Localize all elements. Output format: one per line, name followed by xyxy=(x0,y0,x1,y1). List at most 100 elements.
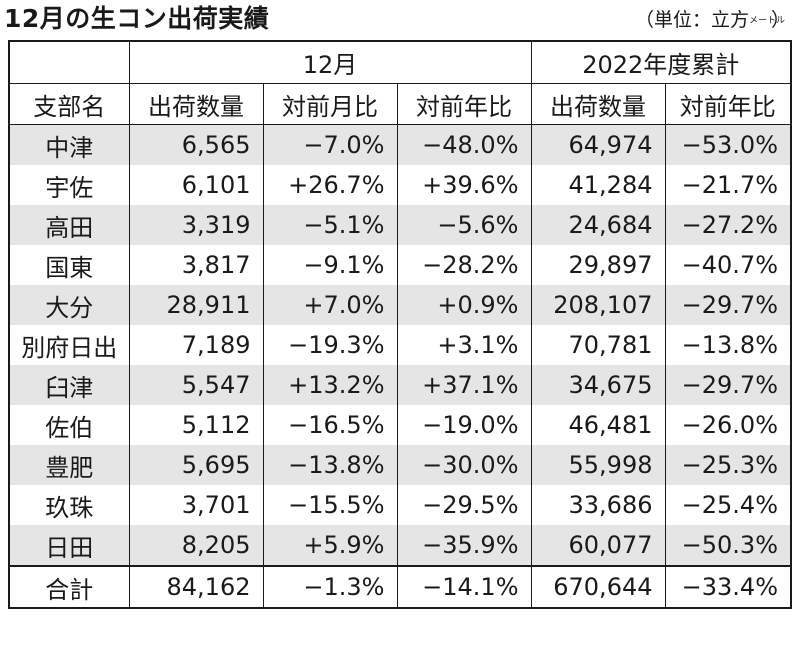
cell-month-yoy: +0.9% xyxy=(396,285,532,325)
cell-cum-volume: 33,686 xyxy=(530,485,666,525)
cell-cum-yoy: −29.7% xyxy=(664,365,792,405)
cell-cum-yoy: −26.0% xyxy=(664,405,792,445)
cell-branch: 国東 xyxy=(8,245,130,285)
total-row: 合計 84,162 −1.3% −14.1% 670,644 −33.4% xyxy=(8,565,792,609)
unit-suffix: ） xyxy=(770,9,790,31)
cell-branch: 大分 xyxy=(8,285,130,325)
cell-cum-volume: 70,781 xyxy=(530,325,666,365)
header-month-mom: 対前月比 xyxy=(262,83,398,125)
shipment-table: 12月 2022年度累計 支部名 出荷数量 対前月比 対前年比 出荷数量 対前年… xyxy=(8,40,793,609)
cell-cum-yoy: −40.7% xyxy=(664,245,792,285)
cell-cum-volume: 55,998 xyxy=(530,445,666,485)
cell-cum-volume: 64,974 xyxy=(530,124,666,165)
cell-month-yoy: −28.2% xyxy=(396,245,532,285)
table-body: 中津 6,565 −7.0% −48.0% 64,974 −53.0% 宇佐 6,101 +26… xyxy=(8,124,792,566)
cell-branch: 臼津 xyxy=(8,365,130,405)
cell-cum-yoy: −25.4% xyxy=(664,485,792,525)
cell-month-mom: −16.5% xyxy=(262,405,398,445)
cell-cum-yoy: −21.7% xyxy=(664,165,792,205)
cell-branch: 宇佐 xyxy=(8,165,130,205)
header-month-volume: 出荷数量 xyxy=(128,83,264,125)
cell-cum-yoy: −53.0% xyxy=(664,124,792,165)
cell-cum-volume: 60,077 xyxy=(530,525,666,566)
total-branch: 合計 xyxy=(8,565,130,609)
cell-month-volume: 3,701 xyxy=(128,485,264,525)
cell-month-yoy: −29.5% xyxy=(396,485,532,525)
cell-branch: 日田 xyxy=(8,525,130,566)
cell-cum-volume: 208,107 xyxy=(530,285,666,325)
cell-cum-volume: 34,675 xyxy=(530,365,666,405)
cell-cum-volume: 46,481 xyxy=(530,405,666,445)
cell-month-mom: −9.1% xyxy=(262,245,398,285)
cell-month-volume: 28,911 xyxy=(128,285,264,325)
header-cum-volume: 出荷数量 xyxy=(530,83,666,125)
table-row: 玖珠 3,701 −15.5% −29.5% 33,686 −25.4% xyxy=(8,485,792,525)
cell-month-volume: 8,205 xyxy=(128,525,264,566)
unit-prefix: （単位：立方 xyxy=(634,9,749,31)
header-group-row: 12月 2022年度累計 xyxy=(8,40,792,84)
cell-cum-yoy: −50.3% xyxy=(664,525,792,566)
cell-month-yoy: −30.0% xyxy=(396,445,532,485)
cell-month-yoy: +39.6% xyxy=(396,165,532,205)
cell-branch: 玖珠 xyxy=(8,485,130,525)
table-row: 別府日出 7,189 −19.3% +3.1% 70,781 −13.8% xyxy=(8,325,792,365)
total-cum-yoy: −33.4% xyxy=(664,565,792,609)
table-row: 宇佐 6,101 +26.7% +39.6% 41,284 −21.7% xyxy=(8,165,792,205)
cell-branch: 佐伯 xyxy=(8,405,130,445)
header-cum-yoy: 対前年比 xyxy=(664,83,792,125)
cell-month-mom: −15.5% xyxy=(262,485,398,525)
total-month-yoy: −14.1% xyxy=(396,565,532,609)
table-row: 臼津 5,547 +13.2% +37.1% 34,675 −29.7% xyxy=(8,365,792,405)
cell-month-yoy: −35.9% xyxy=(396,525,532,566)
cell-branch: 豊肥 xyxy=(8,445,130,485)
unit-metre: メートル xyxy=(748,15,785,26)
cell-month-volume: 5,547 xyxy=(128,365,264,405)
table-row: 高田 3,319 −5.1% −5.6% 24,684 −27.2% xyxy=(8,205,792,245)
cell-cum-volume: 41,284 xyxy=(530,165,666,205)
header-branch: 支部名 xyxy=(8,83,130,125)
cell-month-volume: 6,565 xyxy=(128,124,264,165)
table-row: 日田 8,205 +5.9% −35.9% 60,077 −50.3% xyxy=(8,525,792,566)
total-cum-volume: 670,644 xyxy=(530,565,666,609)
table-row: 中津 6,565 −7.0% −48.0% 64,974 −53.0% xyxy=(8,124,792,165)
header-column-row: 支部名 出荷数量 対前月比 対前年比 出荷数量 対前年比 xyxy=(8,83,792,125)
cell-cum-yoy: −13.8% xyxy=(664,325,792,365)
shipment-table-container: 12月 2022年度累計 支部名 出荷数量 対前月比 対前年比 出荷数量 対前年… xyxy=(8,40,793,609)
cell-cum-yoy: −25.3% xyxy=(664,445,792,485)
cell-cum-yoy: −27.2% xyxy=(664,205,792,245)
cell-month-mom: +5.9% xyxy=(262,525,398,566)
cell-month-mom: +26.7% xyxy=(262,165,398,205)
table-row: 豊肥 5,695 −13.8% −30.0% 55,998 −25.3% xyxy=(8,445,792,485)
header-month-yoy: 対前年比 xyxy=(396,83,532,125)
cell-month-yoy: −48.0% xyxy=(396,124,532,165)
total-month-volume: 84,162 xyxy=(128,565,264,609)
cell-month-mom: −13.8% xyxy=(262,445,398,485)
cell-month-yoy: +3.1% xyxy=(396,325,532,365)
cell-month-volume: 3,319 xyxy=(128,205,264,245)
page-title: 12月の生コン出荷実績 xyxy=(4,4,270,33)
cell-month-volume: 3,817 xyxy=(128,245,264,285)
cell-branch: 中津 xyxy=(8,124,130,165)
table-row: 大分 28,911 +7.0% +0.9% 208,107 −29.7% xyxy=(8,285,792,325)
table-row: 国東 3,817 −9.1% −28.2% 29,897 −40.7% xyxy=(8,245,792,285)
cell-month-mom: +7.0% xyxy=(262,285,398,325)
cell-month-volume: 7,189 xyxy=(128,325,264,365)
cell-cum-volume: 24,684 xyxy=(530,205,666,245)
cell-month-volume: 6,101 xyxy=(128,165,264,205)
cell-month-yoy: −5.6% xyxy=(396,205,532,245)
cell-month-volume: 5,112 xyxy=(128,405,264,445)
cell-cum-volume: 29,897 xyxy=(530,245,666,285)
header-group-month: 12月 xyxy=(128,40,532,84)
table-row: 佐伯 5,112 −16.5% −19.0% 46,481 −26.0% xyxy=(8,405,792,445)
cell-branch: 高田 xyxy=(8,205,130,245)
cell-month-yoy: +37.1% xyxy=(396,365,532,405)
cell-branch: 別府日出 xyxy=(8,325,130,365)
header-group-cumulative: 2022年度累計 xyxy=(530,40,792,84)
cell-month-mom: −7.0% xyxy=(262,124,398,165)
cell-month-volume: 5,695 xyxy=(128,445,264,485)
cell-cum-yoy: −29.7% xyxy=(664,285,792,325)
cell-month-mom: −19.3% xyxy=(262,325,398,365)
header-blank-cell xyxy=(8,40,130,84)
cell-month-mom: +13.2% xyxy=(262,365,398,405)
cell-month-yoy: −19.0% xyxy=(396,405,532,445)
